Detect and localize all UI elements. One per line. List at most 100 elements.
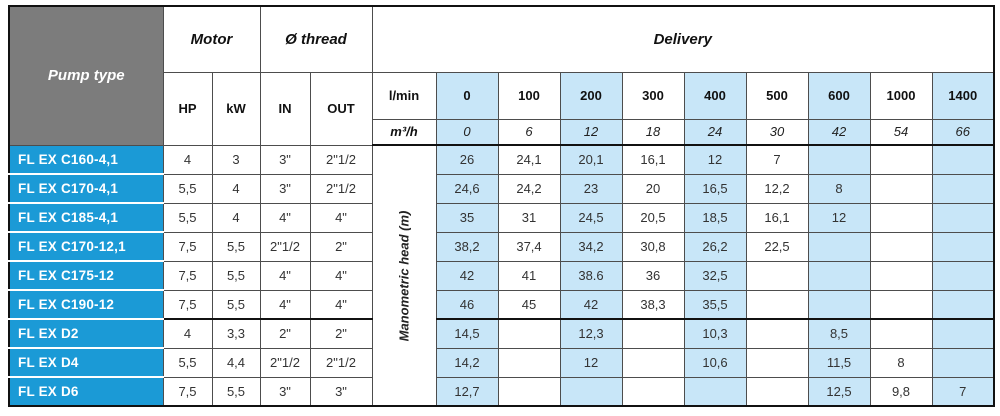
delivery-value-cell: 7: [745, 144, 809, 175]
flow-m3h-cell: 42: [807, 118, 871, 146]
hp-value-cell: 5,5: [162, 202, 213, 233]
out-thread-cell: 2"1/2: [309, 173, 373, 204]
kw-value-cell: 5,5: [211, 231, 261, 262]
delivery-value-cell: [931, 202, 995, 233]
delivery-value-cell: [869, 202, 933, 233]
delivery-value-cell: 35,5: [683, 289, 747, 320]
delivery-value-cell: [869, 173, 933, 204]
flow-m3h-cell: 0: [435, 118, 499, 146]
delivery-value-cell: [807, 231, 871, 262]
delivery-value-cell: 10,3: [683, 318, 747, 349]
delivery-value-cell: 16,5: [683, 173, 747, 204]
delivery-value-cell: 42: [435, 260, 499, 291]
delivery-value-cell: [683, 376, 747, 407]
flow-m3h-cell: 54: [869, 118, 933, 146]
flow-lmin-cell: 200: [559, 71, 623, 120]
delivery-header-cell: Delivery: [371, 5, 995, 73]
delivery-value-cell: 24,5: [559, 202, 623, 233]
manometric-head-cell: Manometric head (m): [371, 144, 437, 407]
flow-lmin-cell: 100: [497, 71, 561, 120]
out-thread-cell: 4": [309, 289, 373, 320]
delivery-value-cell: [869, 318, 933, 349]
flow-lmin-cell: 1400: [931, 71, 995, 120]
delivery-value-cell: 9,8: [869, 376, 933, 407]
delivery-value-cell: [745, 289, 809, 320]
hp-value-cell: 7,5: [162, 231, 213, 262]
hp-value-cell: 7,5: [162, 289, 213, 320]
delivery-value-cell: 14,2: [435, 347, 499, 378]
table-row: FL EX C175-12 7,5 5,5 4" 4" 42 41 38.6 3…: [8, 260, 995, 291]
flow-m3h-cell: 30: [745, 118, 809, 146]
pump-type-header-cell: Pump type: [8, 5, 164, 146]
pump-name-cell: FL EX C170-4,1: [8, 173, 164, 204]
out-thread-cell: 2": [309, 318, 373, 349]
flow-lmin-cell: 600: [807, 71, 871, 120]
delivery-value-cell: [931, 260, 995, 291]
pump-name-cell: FL EX C170-12,1: [8, 231, 164, 262]
delivery-value-cell: 20,5: [621, 202, 685, 233]
delivery-value-cell: 16,1: [621, 144, 685, 175]
delivery-value-cell: [745, 376, 809, 407]
delivery-value-cell: [807, 289, 871, 320]
delivery-value-cell: [745, 318, 809, 349]
delivery-value-cell: 45: [497, 289, 561, 320]
flow-m3h-cell: 12: [559, 118, 623, 146]
kw-header-cell: kW: [211, 71, 261, 146]
hp-value-cell: 5,5: [162, 173, 213, 204]
header-row-top: Pump type Motor Ø thread Delivery: [8, 5, 995, 146]
delivery-value-cell: 12,3: [559, 318, 623, 349]
delivery-value-cell: [931, 318, 995, 349]
kw-value-cell: 5,5: [211, 289, 261, 320]
delivery-value-cell: 8,5: [807, 318, 871, 349]
pump-name-cell: FL EX D2: [8, 318, 164, 349]
delivery-value-cell: 20: [621, 173, 685, 204]
delivery-value-cell: 46: [435, 289, 499, 320]
pump-name-cell: FL EX C175-12: [8, 260, 164, 291]
delivery-value-cell: 14,5: [435, 318, 499, 349]
delivery-value-cell: [497, 347, 561, 378]
out-thread-cell: 3": [309, 376, 373, 407]
flow-m3h-cell: 66: [931, 118, 995, 146]
delivery-value-cell: 12: [683, 144, 747, 175]
delivery-value-cell: 12: [559, 347, 623, 378]
in-thread-cell: 2"1/2: [259, 347, 311, 378]
delivery-value-cell: 8: [807, 173, 871, 204]
delivery-value-cell: 16,1: [745, 202, 809, 233]
out-thread-cell: 2"1/2: [309, 144, 373, 175]
in-thread-cell: 4": [259, 289, 311, 320]
delivery-value-cell: 7: [931, 376, 995, 407]
flow-lmin-cell: 500: [745, 71, 809, 120]
thread-header-cell: Ø thread: [259, 5, 373, 73]
delivery-value-cell: [931, 231, 995, 262]
delivery-value-cell: 12,5: [807, 376, 871, 407]
delivery-value-cell: 8: [869, 347, 933, 378]
delivery-value-cell: 34,2: [559, 231, 623, 262]
delivery-value-cell: [807, 144, 871, 175]
delivery-value-cell: [745, 260, 809, 291]
out-thread-cell: 2": [309, 231, 373, 262]
delivery-value-cell: 24,1: [497, 144, 561, 175]
in-thread-cell: 2"1/2: [259, 231, 311, 262]
delivery-value-cell: 11,5: [807, 347, 871, 378]
in-thread-cell: 2": [259, 318, 311, 349]
delivery-value-cell: 10,6: [683, 347, 747, 378]
out-thread-cell: 4": [309, 202, 373, 233]
manometric-head-label: Manometric head (m): [396, 210, 412, 341]
delivery-value-cell: 23: [559, 173, 623, 204]
header-row-m3h: m³/h 0 6 12 18 24 30 42 54 66: [9, 118, 995, 146]
hp-value-cell: 7,5: [162, 376, 213, 407]
kw-value-cell: 4: [211, 173, 261, 204]
table-row: FL EX C190-12 7,5 5,5 4" 4" 46 45 42 38,…: [8, 289, 995, 320]
out-thread-cell: 2"1/2: [309, 347, 373, 378]
in-thread-cell: 4": [259, 260, 311, 291]
pump-name-cell: FL EX D4: [8, 347, 164, 378]
table-row: FL EX D2 4 3,3 2" 2" 14,5 12,3 10,3 8,5: [8, 318, 995, 349]
delivery-value-cell: 37,4: [497, 231, 561, 262]
hp-value-cell: 7,5: [162, 260, 213, 291]
kw-value-cell: 4,4: [211, 347, 261, 378]
delivery-value-cell: [621, 347, 685, 378]
delivery-value-cell: 31: [497, 202, 561, 233]
out-thread-cell: 4": [309, 260, 373, 291]
flow-lmin-cell: 300: [621, 71, 685, 120]
delivery-value-cell: [869, 260, 933, 291]
